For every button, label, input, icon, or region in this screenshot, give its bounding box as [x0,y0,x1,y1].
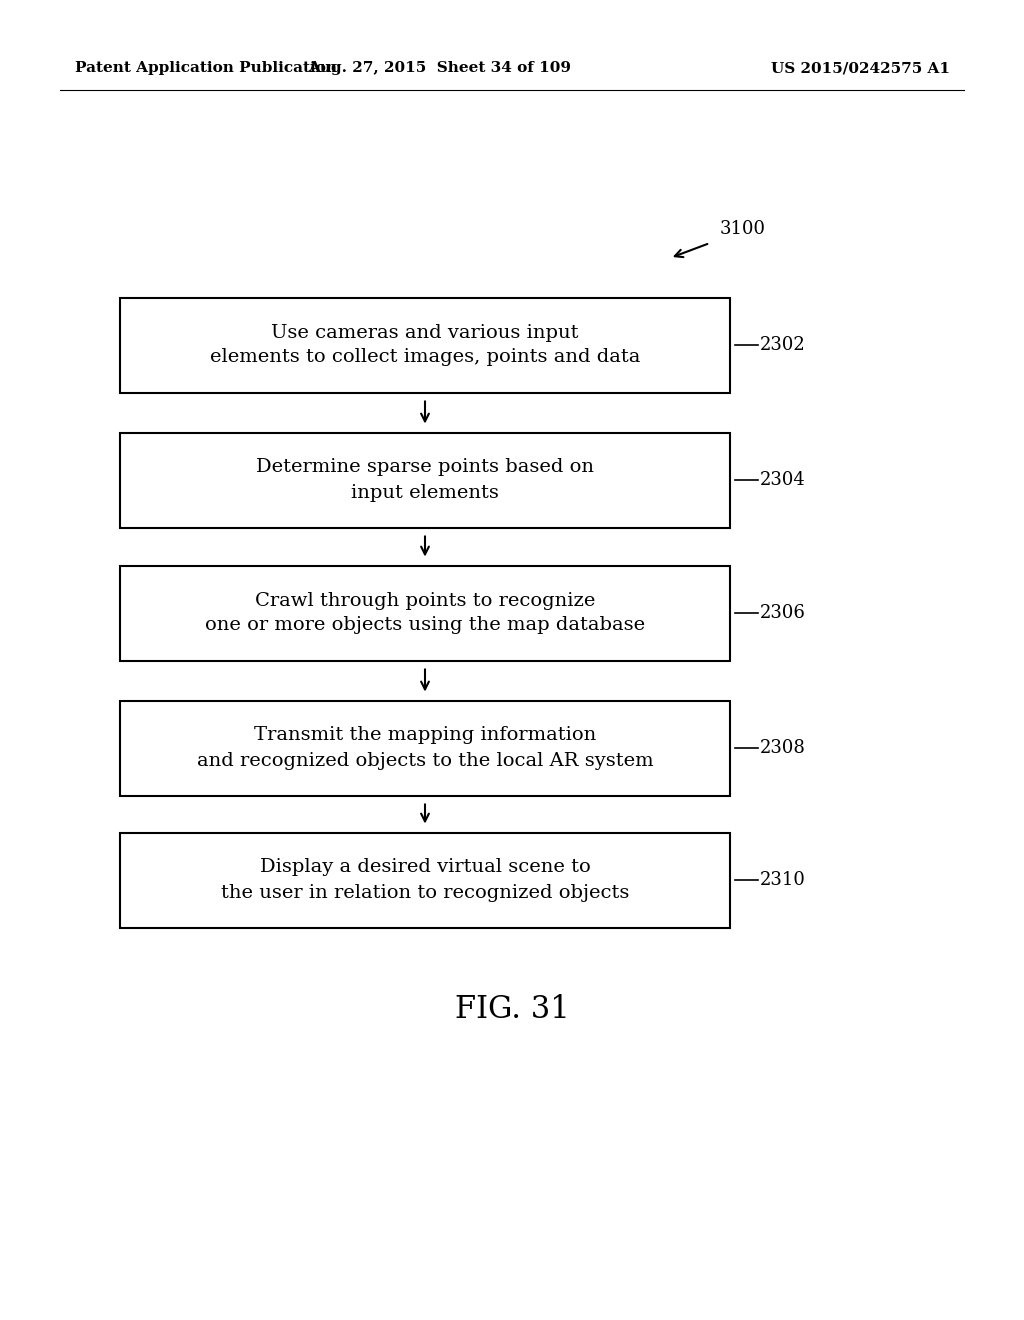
Text: 3100: 3100 [720,220,766,238]
Text: Patent Application Publication: Patent Application Publication [75,61,337,75]
Text: 2308: 2308 [760,739,806,756]
Text: 2302: 2302 [760,337,806,354]
Bar [120,701,730,796]
Bar [120,565,730,660]
Text: Use cameras and various input
elements to collect images, points and data: Use cameras and various input elements t… [210,323,640,367]
Text: Display a desired virtual scene to
the user in relation to recognized objects: Display a desired virtual scene to the u… [221,858,629,902]
Bar [120,433,730,528]
Text: Aug. 27, 2015  Sheet 34 of 109: Aug. 27, 2015 Sheet 34 of 109 [308,61,571,75]
Text: Determine sparse points based on
input elements: Determine sparse points based on input e… [256,458,594,502]
Text: 2306: 2306 [760,605,806,622]
Text: US 2015/0242575 A1: US 2015/0242575 A1 [771,61,950,75]
Text: Transmit the mapping information
and recognized objects to the local AR system: Transmit the mapping information and rec… [197,726,653,770]
Bar [120,833,730,928]
Text: 2310: 2310 [760,871,806,888]
Text: Crawl through points to recognize
one or more objects using the map database: Crawl through points to recognize one or… [205,591,645,635]
Text: FIG. 31: FIG. 31 [455,994,569,1026]
Text: 2304: 2304 [760,471,806,488]
Bar [120,297,730,392]
